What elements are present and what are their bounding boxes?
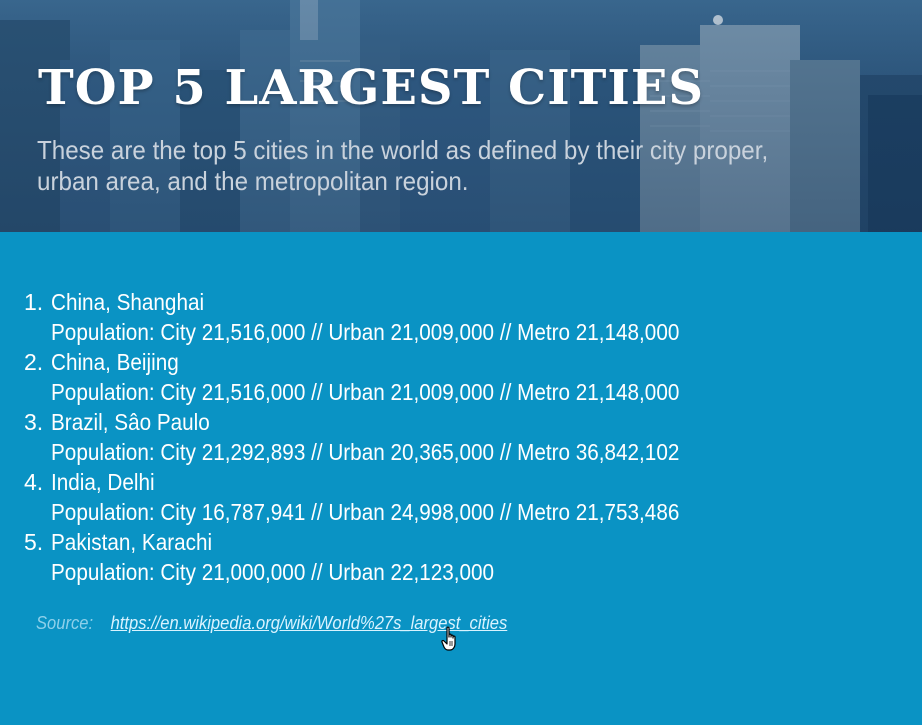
item-number: 4. <box>24 469 44 495</box>
hero-banner: TOP 5 LARGEST CITIES These are the top 5… <box>0 0 922 232</box>
list-item: 2. China, Beijing Population: City 21,51… <box>24 347 749 407</box>
city-population: Population: City 21,292,893 // Urban 20,… <box>51 439 680 465</box>
item-number: 5. <box>24 529 44 555</box>
city-population: Population: City 21,516,000 // Urban 21,… <box>51 379 680 405</box>
city-population: Population: City 21,000,000 // Urban 22,… <box>51 559 495 585</box>
page-subtitle: These are the top 5 cities in the world … <box>37 135 769 196</box>
hand-pointer-icon <box>441 626 456 651</box>
city-name: Brazil, Sâo Paulo <box>51 409 210 435</box>
list-item: 1. China, Shanghai Population: City 21,5… <box>24 287 749 347</box>
source-link[interactable]: https://en.wikipedia.org/wiki/World%27s_… <box>110 613 508 633</box>
source-line: Source: https://en.wikipedia.org/wiki/Wo… <box>36 613 507 634</box>
item-number: 1. <box>24 289 44 315</box>
list-item: 5. Pakistan, Karachi Population: City 21… <box>24 527 749 587</box>
city-name: China, Shanghai <box>51 289 205 315</box>
hero-overlay <box>0 0 922 232</box>
source-label: Source: <box>36 613 94 633</box>
city-name: Pakistan, Karachi <box>51 529 213 555</box>
city-population: Population: City 21,516,000 // Urban 21,… <box>51 319 680 345</box>
city-name: China, Beijing <box>51 349 179 375</box>
city-skyline-image <box>0 0 922 232</box>
page-title: TOP 5 LARGEST CITIES <box>38 60 705 116</box>
city-list: 1. China, Shanghai Population: City 21,5… <box>24 287 749 587</box>
item-number: 3. <box>24 409 44 435</box>
item-number: 2. <box>24 349 44 375</box>
list-item: 4. India, Delhi Population: City 16,787,… <box>24 467 749 527</box>
city-name: India, Delhi <box>51 469 155 495</box>
city-population: Population: City 16,787,941 // Urban 24,… <box>51 499 680 525</box>
list-item: 3. Brazil, Sâo Paulo Population: City 21… <box>24 407 749 467</box>
